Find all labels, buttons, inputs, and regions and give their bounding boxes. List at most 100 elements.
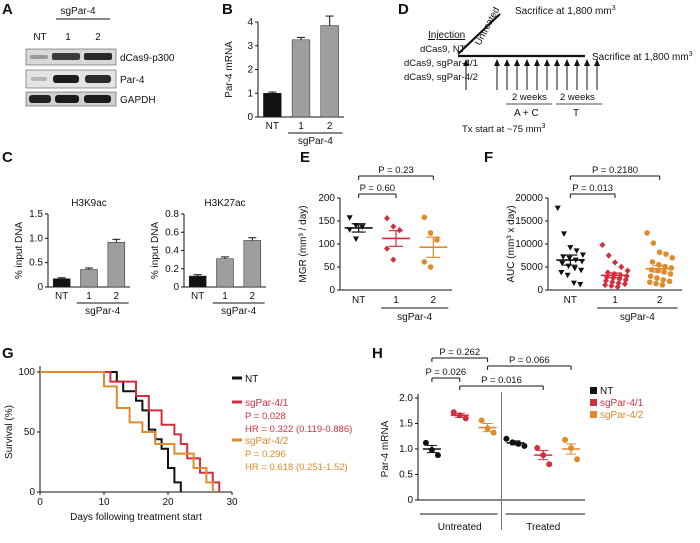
chart-title: H3K9ac — [71, 198, 107, 209]
data-point — [490, 429, 497, 436]
data-point — [434, 452, 441, 459]
y-tick-label: 0 — [407, 495, 413, 506]
stat-annotation: HR = 0.322 (0.119-0.886) — [245, 424, 352, 435]
treatment-arrowhead — [534, 59, 540, 66]
data-point — [390, 256, 397, 263]
y-axis-label: Survival (%) — [4, 405, 15, 459]
data-point — [574, 456, 581, 463]
y-tick-label: 0.5 — [29, 258, 43, 269]
data-point — [559, 260, 566, 267]
data-point — [647, 273, 654, 280]
data-point — [562, 436, 569, 443]
x-tick-label: 20 — [162, 497, 174, 508]
chart-b: 0 1 2 3 4 NT 1 2 sgPar-4 Par-4 mRNA — [224, 15, 344, 147]
x-tick-label: 10 — [98, 497, 110, 508]
bar — [216, 258, 234, 288]
data-point — [384, 215, 390, 222]
treatment-arrows — [463, 59, 600, 90]
blot-band — [55, 95, 79, 103]
data-point — [546, 461, 553, 468]
panel-label-b: B — [222, 1, 233, 18]
panel-label-a: A — [2, 1, 13, 18]
data-point — [667, 271, 674, 277]
data-point — [644, 230, 650, 236]
x-tick-label: 1 — [612, 295, 618, 306]
blot-band — [53, 75, 79, 83]
group-label: sgPar-4 — [85, 306, 120, 317]
chart-h: 0 0.5 1.0 1.5 2.0 Untreated Treated Par-4 mRNA P… — [380, 347, 644, 533]
group-label: sgPar-4 — [298, 136, 333, 147]
data-point — [577, 281, 584, 288]
data-point — [655, 261, 662, 268]
y-tick-label: 10000 — [515, 239, 543, 250]
x-tick-label: 0 — [37, 497, 43, 508]
legend-label: NT — [245, 374, 258, 385]
x-tick-label: 2 — [327, 121, 333, 132]
blot-band — [85, 75, 111, 83]
treatment-arrowhead — [504, 59, 510, 66]
y-tick-label: 3 — [247, 41, 253, 52]
survival-curve — [40, 371, 214, 492]
y-axis-label: % input DNA — [150, 222, 161, 280]
data-point — [421, 259, 428, 265]
survival-curve — [40, 371, 221, 492]
y-axis-label: Par-4 mRNA — [224, 41, 235, 98]
x-tick-label: 1 — [222, 291, 228, 302]
data-point — [571, 265, 578, 272]
blot-band — [30, 55, 48, 59]
y-tick-label: 0.2 — [165, 264, 179, 275]
data-point — [564, 272, 571, 279]
treatment-arrowhead — [594, 59, 600, 66]
stat-annotation: HR = 0.618 (0.251-1.52) — [245, 462, 348, 473]
y-tick-label: 0 — [37, 282, 43, 293]
y-tick-label: 100 — [18, 367, 35, 378]
data-point — [579, 252, 586, 259]
y-tick-label: 4 — [247, 17, 253, 28]
legend-label: sgPar-4/2 — [245, 436, 289, 447]
treatment-arrowhead — [514, 59, 520, 66]
y-tick-label: 50 — [24, 427, 36, 438]
x-tick-label: NT — [266, 121, 279, 132]
treatment-arrowhead — [524, 59, 530, 66]
x-tick-label: 1 — [86, 291, 92, 302]
chart-c-h3k27ac: 0 0.2 0.4 0.6 0.8 NT 1 2 sgPar-4 % input DNA H3K27… — [150, 198, 266, 317]
y-tick-label: 150 — [318, 216, 335, 227]
injection-title: Injection — [428, 30, 465, 41]
data-point — [660, 277, 667, 283]
panel-g: G 0 50 100 0 10 20 30 Days following treatment … — [2, 345, 352, 523]
data-point — [422, 439, 429, 446]
y-tick-label: 15000 — [515, 216, 543, 227]
blot-col-2: 2 — [95, 32, 101, 43]
untreated-branch-line — [457, 13, 501, 55]
y-tick-label: 0.4 — [165, 246, 179, 257]
x-tick-label: 2 — [250, 291, 256, 302]
chart-g: 0 50 100 0 10 20 30 Days following treatment st… — [4, 366, 352, 523]
y-axis-label: Par-4 mRNA — [380, 420, 391, 477]
treatment-arrowhead — [544, 59, 550, 66]
x-tick-label: 2 — [657, 295, 663, 306]
data-point — [427, 230, 434, 236]
data-point — [421, 214, 428, 221]
legend-swatch — [590, 411, 597, 418]
survival-curve — [40, 371, 182, 492]
data-point — [570, 280, 577, 287]
y-tick-label: 1 — [247, 88, 253, 99]
weeks-label-1: 2 weeks — [512, 92, 547, 103]
bar — [243, 240, 262, 288]
data-point — [515, 440, 522, 447]
data-point — [599, 241, 606, 249]
data-point — [614, 283, 621, 290]
data-point — [605, 252, 612, 259]
data-point — [612, 259, 618, 266]
panel-c: C 0 0.5 1.0 1.5 NT 1 2 sgPar-4 % input DNA H3K9ac… — [2, 149, 266, 317]
y-tick-label: 0.5 — [399, 470, 413, 481]
data-point — [604, 269, 611, 276]
sacrifice-top-label: Sacrifice at 1,800 mm3 — [515, 5, 616, 17]
y-tick-label: 5000 — [521, 262, 544, 273]
data-point — [624, 267, 631, 274]
x-tick-label: NT — [564, 295, 577, 306]
y-tick-label: 0.8 — [165, 209, 179, 220]
x-tick-label: 30 — [226, 497, 238, 508]
